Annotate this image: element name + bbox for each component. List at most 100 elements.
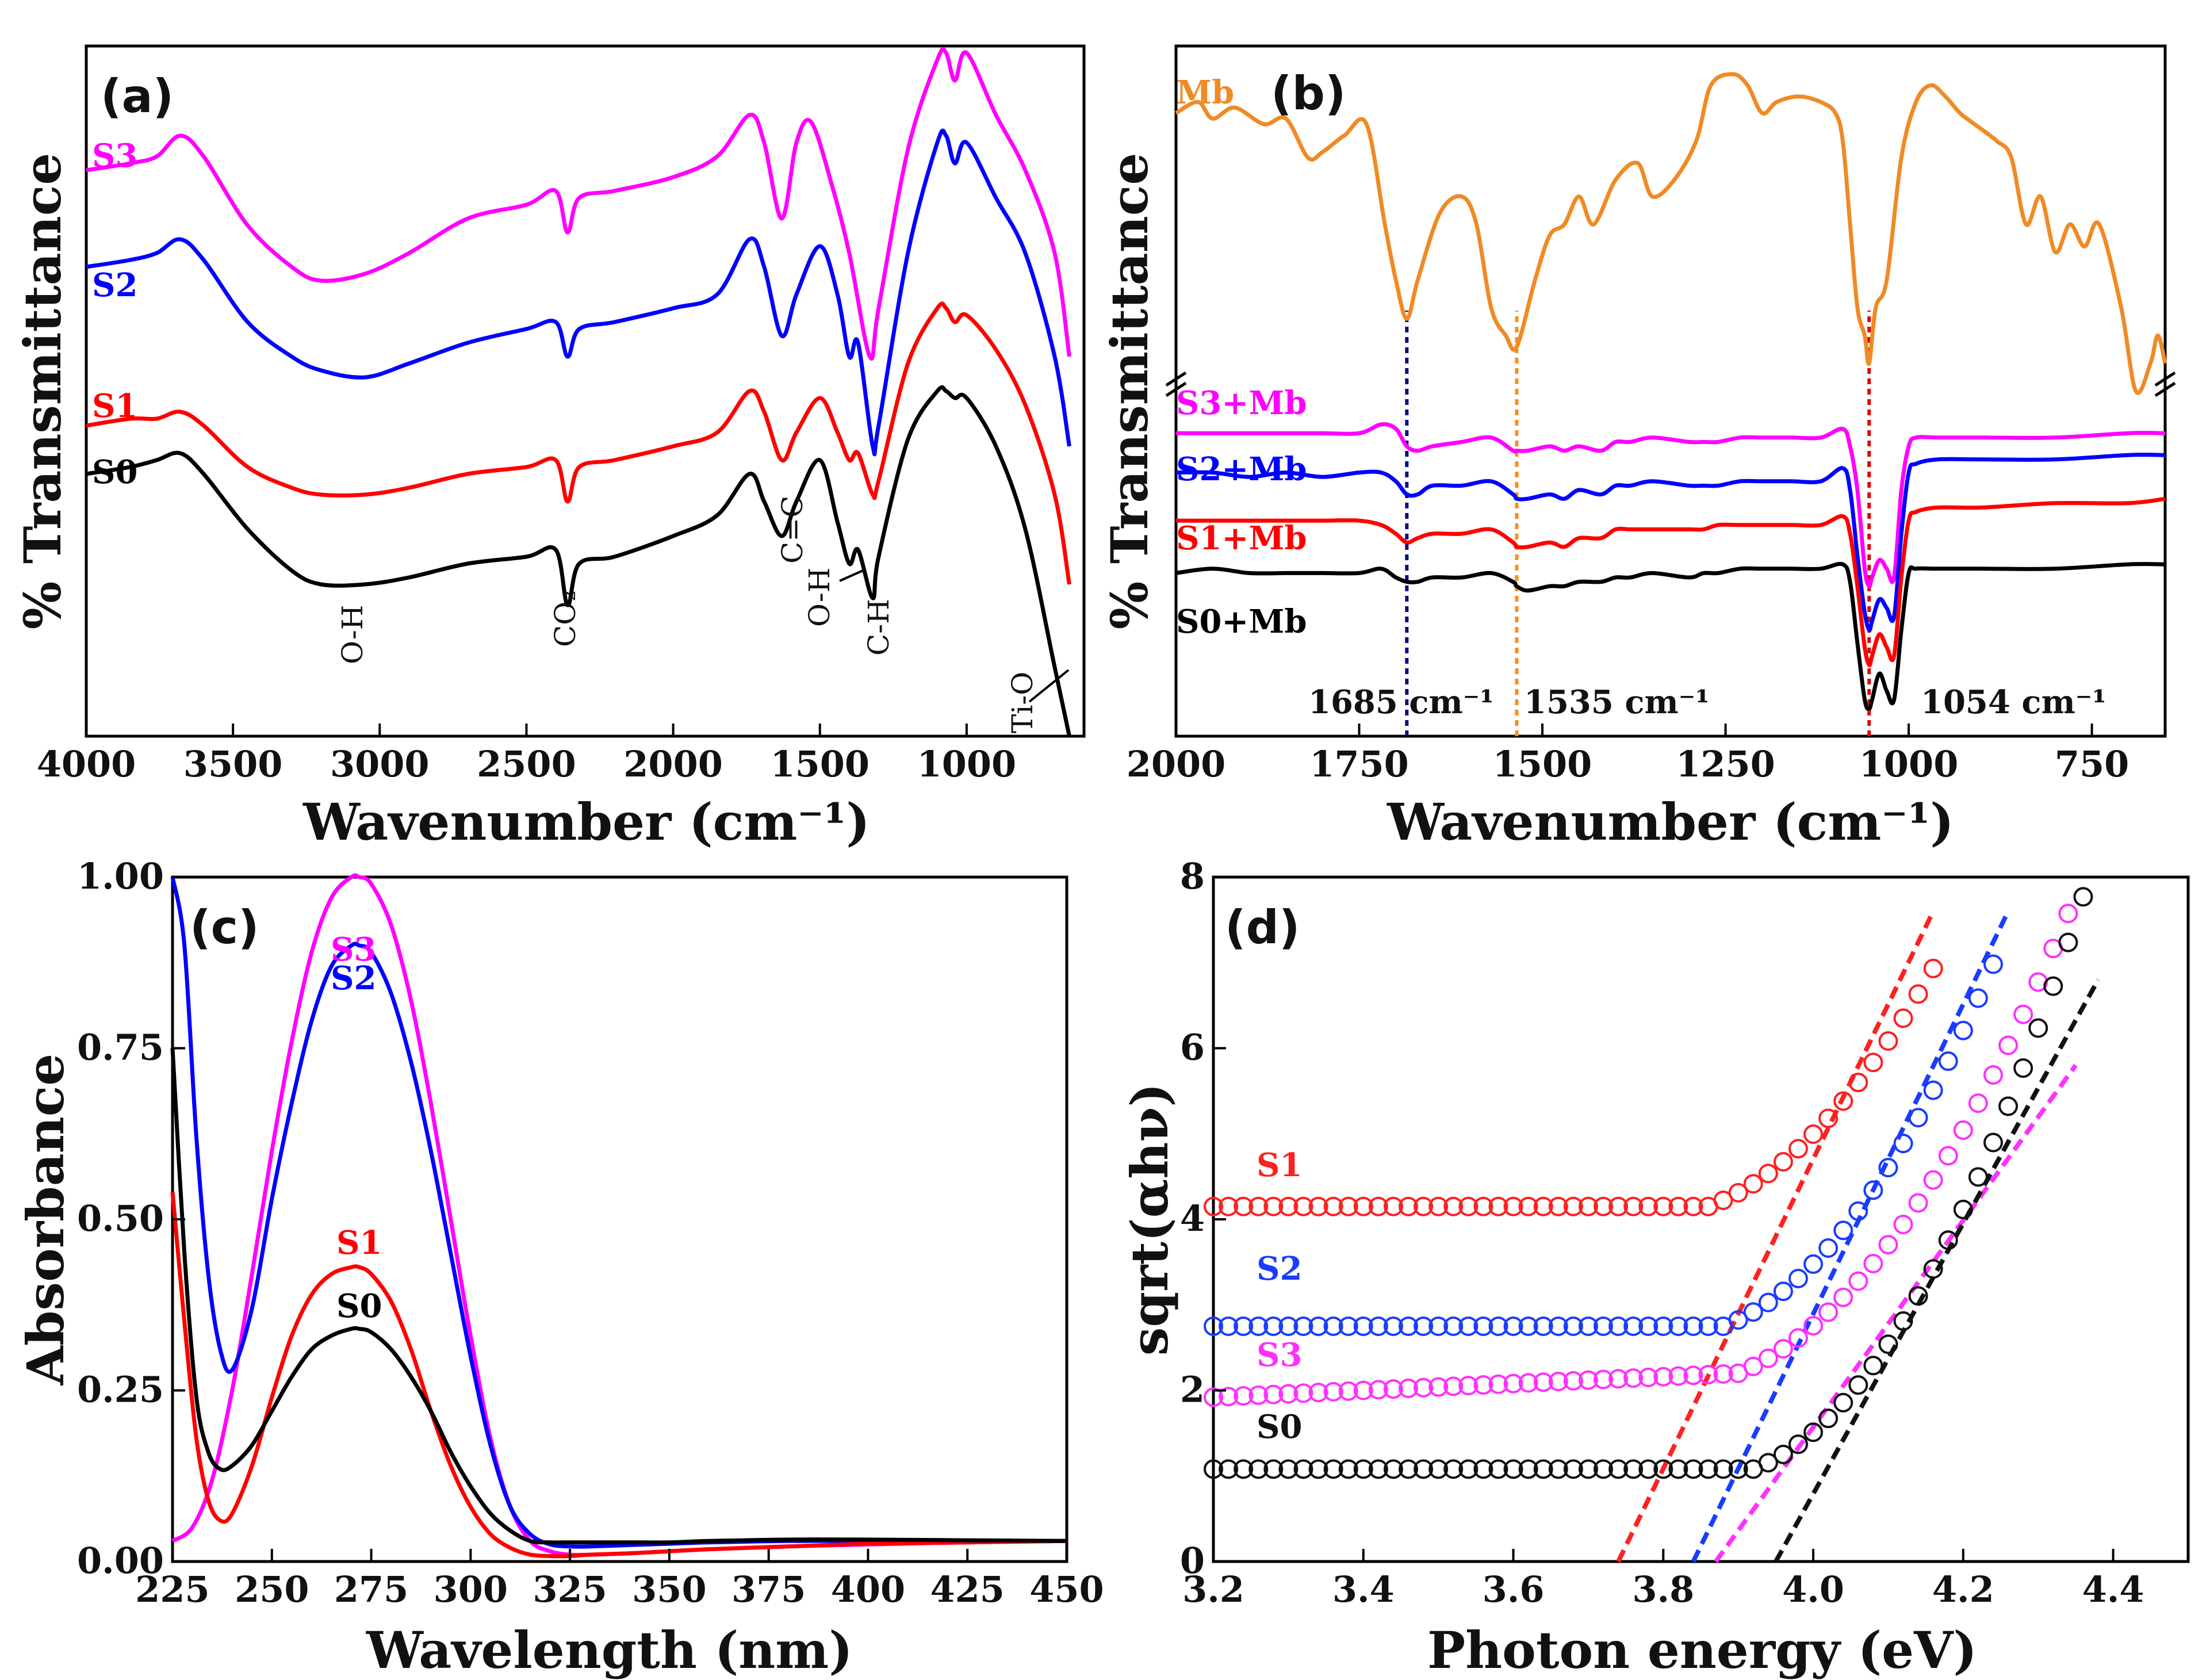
point-d-s3 [1323, 1381, 1343, 1402]
point-d-s1 [1743, 1174, 1763, 1194]
label-c-s3: S3 [331, 931, 376, 969]
point-d-s0 [1204, 1459, 1223, 1479]
panel-c-series [170, 873, 1067, 1559]
panel-d-ticks: 3.2 3.4 3.6 3.8 4.0 4.2 4.4 0 2 4 6 8 [1180, 855, 2144, 1610]
c-tick-label-250: 250 [235, 1568, 309, 1610]
series-c-s3 [171, 873, 1067, 1557]
annot-tio: Ti-O [1006, 672, 1039, 733]
point-d-s0 [2013, 1058, 2033, 1078]
point-d-s2 [1219, 1316, 1239, 1336]
annot-co2: CO₂ [549, 590, 582, 647]
point-d-s0 [1383, 1459, 1403, 1479]
d-tick-label-3-8: 3.8 [1632, 1568, 1694, 1610]
panel-c-ticks: 225 250 275 300 325 350 375 400 425 450 0.00 0.25 0.… [77, 855, 1104, 1610]
axis-break [1165, 371, 2176, 397]
point-d-s1 [1503, 1196, 1523, 1216]
point-d-s1 [1713, 1190, 1733, 1210]
point-d-s1 [1578, 1196, 1598, 1216]
point-d-s3 [1668, 1366, 1688, 1386]
point-d-s2 [1683, 1316, 1703, 1336]
point-d-s3 [1893, 1214, 1913, 1234]
point-d-s2 [1248, 1316, 1269, 1336]
point-d-s3 [2013, 1004, 2033, 1024]
point-d-s2 [1788, 1268, 1808, 1288]
d-tick-label-3-6: 3.6 [1483, 1568, 1545, 1610]
point-d-s2 [1594, 1316, 1613, 1336]
point-d-s1 [1428, 1196, 1449, 1216]
point-d-s3 [1818, 1302, 1839, 1322]
point-d-s1 [1608, 1196, 1629, 1216]
point-d-s2 [1743, 1302, 1763, 1322]
c-tick-label-300: 300 [434, 1568, 508, 1610]
point-d-s1 [1263, 1196, 1284, 1216]
point-d-s1 [1414, 1196, 1434, 1216]
point-d-s3 [1338, 1381, 1358, 1401]
d-ytick-label-4: 4 [1180, 1197, 1205, 1239]
point-d-s2 [1293, 1316, 1313, 1336]
series-c-s0 [170, 1048, 1067, 1545]
point-d-s2 [1728, 1310, 1748, 1330]
point-d-s3 [1219, 1387, 1239, 1407]
point-d-s3 [1923, 1170, 1943, 1190]
point-d-s2 [1863, 1180, 1883, 1200]
point-d-s0 [1248, 1459, 1269, 1479]
point-d-s3 [1533, 1372, 1553, 1392]
annot-oh-1: O-H [336, 605, 369, 664]
point-d-s3 [1953, 1120, 1973, 1140]
point-d-s2 [1503, 1316, 1523, 1336]
b-tick-label-750: 750 [2055, 743, 2129, 785]
c-tick-label-275: 275 [334, 1568, 408, 1610]
point-d-s0 [1578, 1459, 1598, 1479]
point-d-s1 [1308, 1196, 1328, 1216]
c-tick-label-325: 325 [533, 1568, 607, 1610]
point-d-s1 [1548, 1196, 1568, 1216]
label-s0-mb: S0+Mb [1176, 603, 1307, 641]
panel-b-marker-lines [1405, 311, 1871, 736]
d-ytick-label-2: 2 [1180, 1369, 1205, 1411]
point-d-s0 [1788, 1434, 1808, 1455]
point-d-s2 [1234, 1316, 1254, 1336]
point-d-s3 [1713, 1364, 1733, 1384]
point-d-s0 [1713, 1459, 1733, 1479]
d-ytick-label-8: 8 [1180, 855, 1205, 897]
point-d-s3 [1473, 1375, 1493, 1395]
point-d-s3 [1293, 1383, 1313, 1403]
annot-tio-arrow [1028, 669, 1070, 703]
point-d-s1 [1338, 1196, 1358, 1216]
d-tick-label-4-4: 4.4 [2082, 1568, 2144, 1610]
point-d-s3 [1383, 1379, 1403, 1399]
point-d-s2 [1548, 1316, 1568, 1336]
point-d-s3 [1788, 1328, 1808, 1348]
point-d-s3 [1653, 1367, 1673, 1387]
point-d-s0 [1773, 1444, 1793, 1464]
point-d-s0 [1428, 1459, 1449, 1479]
point-d-s1 [1893, 1008, 1913, 1028]
panel-c-xlabel: Wavelength (nm) [366, 1620, 853, 1680]
point-d-s1 [1458, 1196, 1479, 1216]
marker-1054-label: 1054 cm⁻¹ [1921, 683, 2106, 721]
c-tick-label-425: 425 [930, 1568, 1005, 1610]
a-tick-label-3000: 3000 [330, 743, 430, 785]
label-s1-mb: S1+Mb [1176, 519, 1307, 557]
point-d-s1 [1803, 1124, 1824, 1145]
panel-d-ylabel: sqrt(αhν) [1120, 1083, 1179, 1356]
panel-c: 225 250 275 300 325 350 375 400 425 450 0.00 0.25 0.… [16, 855, 1104, 1680]
point-d-s0 [1278, 1459, 1299, 1479]
point-d-s3 [1248, 1385, 1269, 1405]
point-d-s2 [1443, 1316, 1464, 1336]
point-d-s0 [2073, 887, 2093, 907]
point-d-s3 [1833, 1287, 1853, 1307]
a-tick-label-3500: 3500 [183, 743, 283, 785]
point-d-s2 [1893, 1134, 1913, 1154]
panel-d-series [1204, 887, 2101, 1563]
point-d-s0 [1998, 1096, 2019, 1116]
point-d-s1 [1594, 1196, 1613, 1216]
series-b-s0-mb [1175, 561, 2166, 711]
panel-d-frame [1212, 875, 2190, 1563]
panel-b-frame [1174, 44, 2167, 738]
point-d-s1 [1788, 1139, 1808, 1159]
label-d-s1: S1 [1257, 1146, 1302, 1184]
point-d-s0 [1758, 1453, 1778, 1473]
a-tick-label-2500: 2500 [477, 743, 576, 785]
